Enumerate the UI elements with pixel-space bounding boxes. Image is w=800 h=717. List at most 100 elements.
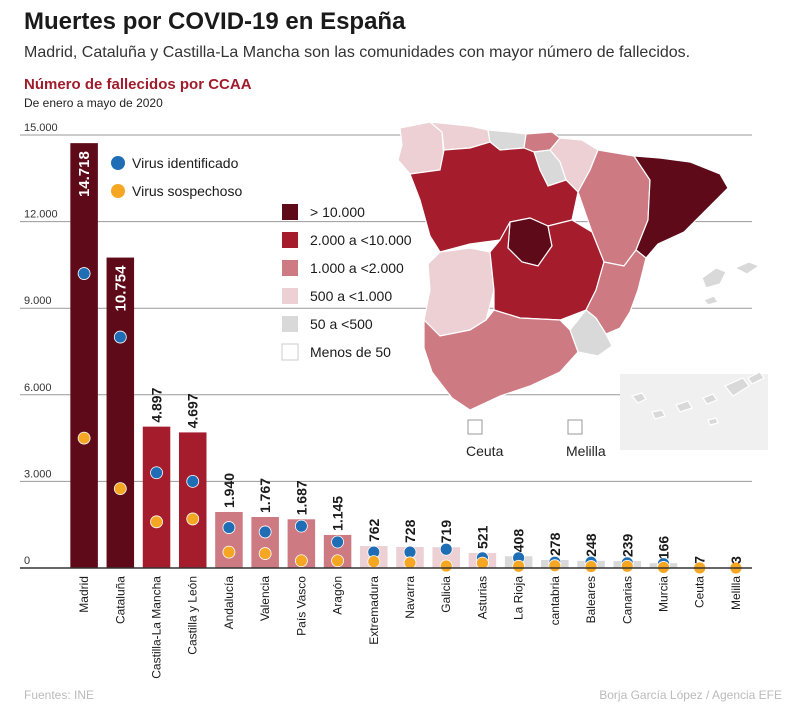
- y-tick-label: 0: [24, 555, 30, 567]
- bar-madrid: [70, 143, 98, 569]
- x-tick-label-canarias: Canarias: [620, 576, 634, 624]
- dot-sospechoso-baleares: [584, 560, 598, 573]
- x-tick-label-murcia: Murcia: [656, 576, 670, 612]
- ceuta-swatch: [467, 419, 483, 435]
- dot-sospechoso-cataluna: [113, 482, 127, 496]
- dot-sospechoso-castilla-y-leon: [186, 512, 200, 526]
- value-label-madrid: 14.718: [76, 151, 93, 197]
- spain-map: Ceuta Melilla: [397, 121, 768, 459]
- x-tick-label-ceuta: Ceuta: [693, 576, 707, 608]
- dot-identificado-navarra: [403, 545, 417, 559]
- dot-sospechoso-la-rioja: [512, 559, 526, 573]
- credit-note: Borja García López / Agencia EFE: [599, 688, 782, 702]
- value-label-extremadura: 762: [366, 518, 382, 542]
- scale-swatch-1: [282, 232, 298, 248]
- legend-label-identificado: Virus identificado: [132, 155, 239, 171]
- dot-sospechoso-canarias: [620, 559, 634, 573]
- dot-identificado-valencia: [258, 525, 272, 539]
- dot-identificado-andalucia: [222, 521, 236, 534]
- dot-sospechoso-asturias: [476, 556, 489, 570]
- source-note: Fuentes: INE: [24, 688, 95, 702]
- dot-sospechoso-cantabria: [548, 559, 562, 573]
- map-region-cataluna: [632, 155, 729, 259]
- x-tick-label-pais-vasco: País Vasco: [294, 576, 308, 636]
- dot-identificado-cataluna: [113, 330, 127, 344]
- value-label-castilla-la-mancha: 4.897: [149, 387, 165, 422]
- bar-castilla-la-mancha: [142, 426, 171, 568]
- x-tick-label-navarra: Navarra: [403, 576, 417, 619]
- x-tick-label-extremadura: Extremadura: [367, 576, 381, 645]
- dot-identificado-galicia: [439, 542, 453, 556]
- x-tick-label-baleares: Baleares: [584, 576, 598, 623]
- value-label-melilla: 3: [728, 556, 744, 564]
- map-region-castilla-la-mancha: [489, 219, 605, 321]
- bar-cataluna: [106, 257, 135, 568]
- value-label-navarra: 728: [402, 519, 418, 543]
- legend-marker-identificado: [111, 156, 125, 170]
- chart-title: Número de fallecidos por CCAA: [24, 76, 252, 93]
- value-labels: 14.718 10.754 4.897 4.697 1.940 1.767 1.687 1.1…: [76, 151, 744, 564]
- y-tick-label: 15.000: [24, 122, 58, 134]
- scale-swatch-2: [282, 260, 298, 276]
- dot-sospechoso-madrid: [77, 431, 91, 445]
- y-tick-label: 3.000: [24, 468, 52, 480]
- x-axis-labels: Madrid Cataluña Castilla-La Mancha Castilla…: [77, 576, 743, 679]
- value-label-galicia: 719: [438, 520, 454, 544]
- x-tick-label-melilla: Melilla: [729, 576, 743, 610]
- scale-label-1: 2.000 a <10.000: [310, 232, 412, 248]
- series-legend: Virus identificado Virus sospechoso: [111, 155, 242, 199]
- x-tick-label-asturias: Asturias: [475, 576, 489, 619]
- value-label-murcia: 166: [655, 536, 671, 560]
- scale-label-4: 50 a <500: [310, 316, 373, 332]
- dot-sospechoso-aragon: [331, 554, 344, 568]
- legend-label-sospechoso: Virus sospechoso: [132, 183, 242, 199]
- bar-valencia: [251, 516, 279, 568]
- x-tick-label-andalucia: Andalucía: [222, 576, 236, 630]
- value-label-andalucia: 1.940: [221, 473, 237, 508]
- page-title: Muertes por COVID-19 en España: [24, 8, 406, 35]
- bar-galicia: [432, 547, 460, 568]
- dot-sospechoso-andalucia: [222, 545, 236, 559]
- scale-label-0: > 10.000: [310, 204, 365, 220]
- color-scale-legend: > 10.000 2.000 a <10.000 1.000 a <2.000 500…: [281, 204, 412, 361]
- y-tick-label: 12.000: [24, 209, 58, 221]
- x-tick-label-la-rioja: La Rioja: [512, 576, 526, 620]
- value-label-asturias: 521: [474, 525, 490, 549]
- dot-sospechoso-galicia: [439, 559, 453, 573]
- dot-sospechoso-extremadura: [367, 555, 381, 569]
- x-tick-label-madrid: Madrid: [77, 576, 91, 613]
- map-region-galicia: [397, 121, 445, 175]
- x-tick-label-aragon: Aragón: [331, 576, 345, 615]
- dot-identificado-castilla-y-leon: [186, 474, 200, 488]
- x-tick-label-castilla-y-leon: Castilla y León: [186, 576, 200, 655]
- value-label-cantabria: 278: [547, 532, 563, 556]
- y-tick-label: 9.000: [24, 295, 52, 307]
- x-tick-label-valencia: Valencia: [258, 576, 272, 621]
- bar-castilla-y-leon: [178, 432, 207, 568]
- x-tick-label-cantabria: cantabria: [548, 576, 562, 626]
- map-region-valencia: [585, 249, 647, 335]
- scale-swatch-4: [282, 316, 298, 332]
- melilla-map-label: Melilla: [566, 443, 606, 459]
- x-tick-label-galicia: Galicia: [439, 576, 453, 613]
- map-region-castilla-y-leon: [409, 141, 579, 253]
- ceuta-map-label: Ceuta: [466, 443, 504, 459]
- scale-label-2: 1.000 a <2.000: [310, 260, 404, 276]
- value-label-pais-vasco: 1.687: [293, 480, 309, 515]
- y-axis-ticks: 0 3.000 6.000 9.000 12.000 15.000: [24, 122, 58, 567]
- map-region-andalucia: [423, 309, 579, 411]
- dot-sospechoso-castilla-la-mancha: [150, 515, 163, 529]
- page-subtitle: Madrid, Cataluña y Castilla-La Mancha so…: [24, 44, 691, 61]
- series-dots: [77, 267, 743, 575]
- scale-label-5: Menos de 50: [310, 344, 391, 360]
- melilla-swatch: [567, 419, 583, 435]
- scale-swatch-0: [282, 204, 298, 220]
- dot-identificado-aragon: [331, 535, 344, 549]
- scale-swatch-3: [282, 288, 298, 304]
- value-label-valencia: 1.767: [257, 478, 273, 513]
- value-label-la-rioja: 408: [511, 529, 527, 553]
- chart-subtitle: De enero a mayo de 2020: [24, 96, 163, 110]
- value-label-cataluna: 10.754: [112, 265, 129, 312]
- value-label-baleares: 248: [583, 533, 599, 557]
- dot-sospechoso-pais-vasco: [294, 554, 308, 568]
